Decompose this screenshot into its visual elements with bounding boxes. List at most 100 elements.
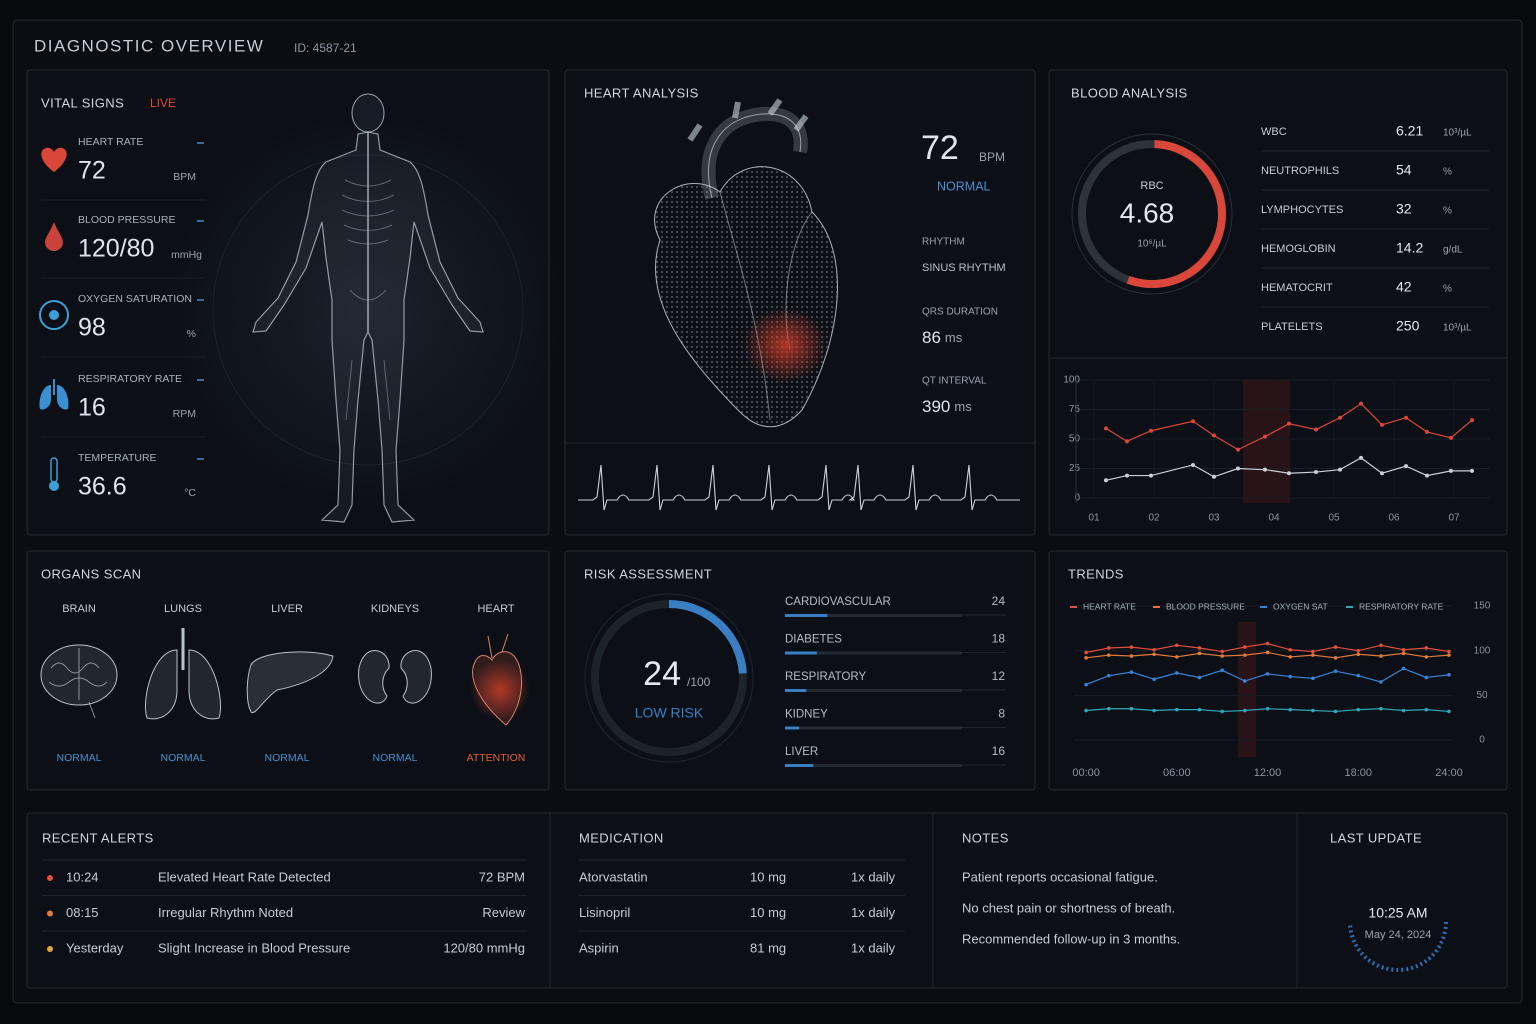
brain-icon [48, 648, 108, 719]
data-point [1359, 455, 1363, 460]
data-point [1356, 652, 1361, 657]
data-point [1220, 668, 1224, 673]
bottom-panel [26, 812, 1508, 989]
update-time: 10:25 AM [1368, 905, 1427, 921]
data-point [1425, 473, 1429, 478]
blood-unit: 10³/µL [1443, 128, 1472, 139]
metric-unit: ms [945, 330, 963, 345]
data-point [1265, 641, 1270, 646]
organ-name: HEART [477, 603, 514, 615]
rbc-value: 4.68 [1120, 197, 1175, 228]
data-point [1401, 651, 1406, 656]
note-line: Patient reports occasional fatigue. [962, 869, 1158, 884]
data-point [1175, 655, 1179, 659]
panel-title: ORGANS SCAN [41, 566, 141, 581]
alert-value: 120/80 mmHg [443, 940, 525, 955]
data-point [1287, 421, 1291, 426]
data-point [1149, 473, 1153, 478]
data-point [1129, 706, 1134, 711]
data-point [1338, 467, 1342, 472]
alert-dot [47, 910, 53, 917]
blood-label: PLATELETS [1261, 321, 1323, 333]
blood-unit: % [1443, 167, 1452, 178]
data-point [1152, 652, 1156, 657]
data-point [1359, 401, 1363, 406]
data-point [1333, 669, 1338, 674]
data-point [1449, 435, 1453, 440]
vital-value: 120/80 [78, 235, 154, 263]
med-frequency: 1x daily [851, 940, 896, 955]
panel-title: TRENDS [1068, 566, 1124, 581]
alert-value: 72 BPM [479, 869, 525, 884]
heart-rate: 72 [921, 129, 959, 167]
note-line: Recommended follow-up in 3 months. [962, 931, 1180, 946]
lungs-icon [145, 649, 221, 720]
drop-icon [45, 222, 63, 251]
risk-bar [785, 764, 814, 767]
data-point [1149, 428, 1153, 433]
alert-dot [47, 946, 53, 952]
data-point [1084, 656, 1088, 660]
oxygen-icon [39, 300, 69, 330]
med-frequency: 1x daily [851, 869, 896, 884]
data-point [1263, 434, 1267, 439]
rbc-ring-outer [1071, 133, 1233, 295]
data-point [1265, 706, 1270, 711]
med-name: Lisinopril [579, 905, 630, 920]
vital-label: TEMPERATURE [78, 452, 157, 464]
risk-max: /100 [687, 675, 711, 689]
panel-title: MEDICATION [579, 830, 664, 845]
thermometer-icon [49, 481, 59, 491]
risk-label: DIABETES [785, 634, 842, 646]
data-point [1175, 707, 1179, 712]
data-point [1311, 676, 1315, 681]
data-point [1129, 645, 1134, 649]
vital-value: 36.6 [78, 473, 127, 501]
organ-name: KIDNEYS [371, 603, 419, 615]
data-point [1125, 439, 1129, 444]
data-point [1197, 646, 1202, 650]
blood-value: 14.2 [1396, 240, 1423, 256]
data-point [1084, 682, 1088, 687]
alert-value: Review [482, 905, 525, 920]
blood-value: 42 [1396, 279, 1412, 295]
blood-unit: % [1443, 284, 1452, 295]
data-point [1197, 651, 1202, 656]
blood-value: 6.21 [1396, 123, 1423, 139]
panel-title: RISK ASSESSMENT [584, 566, 712, 581]
alert-message: Elevated Heart Rate Detected [158, 869, 331, 884]
x-tick-label: 01 [1088, 513, 1100, 524]
data-point [1236, 466, 1240, 471]
risk-track [785, 764, 962, 767]
data-point [1106, 706, 1111, 711]
blood-label: HEMOGLOBIN [1261, 243, 1336, 255]
rbc-arc [1126, 140, 1226, 288]
data-point [1129, 670, 1134, 674]
organ-status: NORMAL [57, 752, 102, 764]
risk-gauge [668, 600, 747, 674]
data-point [1288, 655, 1293, 659]
data-point [1447, 672, 1451, 677]
panel-title: NOTES [962, 830, 1009, 845]
risk-bar [785, 614, 828, 617]
data-point [1129, 654, 1134, 658]
rbc-unit: 10⁶/µL [1137, 239, 1167, 250]
data-point [1288, 674, 1293, 679]
kidney-icon [400, 650, 432, 704]
data-point [1424, 655, 1429, 659]
kidney-icon [358, 650, 390, 704]
vital-label: HEART RATE [78, 136, 143, 148]
blood-unit: 10³/µL [1443, 323, 1472, 334]
x-tick-label: 06:00 [1163, 767, 1191, 779]
update-date: May 24, 2024 [1365, 929, 1432, 941]
data-point [1287, 471, 1291, 476]
data-point [1379, 643, 1383, 648]
data-point [1125, 473, 1129, 478]
panel-title: RECENT ALERTS [42, 830, 154, 845]
oxygen-icon [49, 310, 59, 320]
data-point [1447, 709, 1451, 714]
data-point [1333, 645, 1338, 649]
risk-panel [564, 550, 1036, 791]
alert-message: Irregular Rhythm Noted [158, 905, 293, 920]
data-point [1379, 706, 1383, 711]
